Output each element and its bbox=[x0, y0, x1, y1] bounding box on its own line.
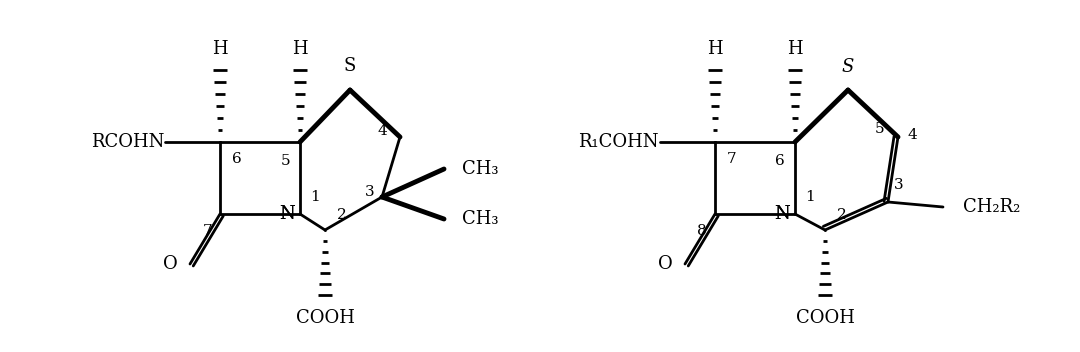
Text: CH₂R₂: CH₂R₂ bbox=[963, 198, 1021, 216]
Text: O: O bbox=[163, 255, 178, 273]
Text: COOH: COOH bbox=[796, 309, 854, 327]
Text: N: N bbox=[774, 205, 789, 223]
Text: 2: 2 bbox=[837, 208, 847, 222]
Text: S: S bbox=[343, 57, 356, 75]
Text: 5: 5 bbox=[875, 121, 885, 136]
Text: H: H bbox=[212, 40, 228, 58]
Text: RCOHN: RCOHN bbox=[91, 133, 164, 151]
Text: COOH: COOH bbox=[296, 309, 354, 327]
Text: 1: 1 bbox=[310, 190, 320, 204]
Text: 8: 8 bbox=[698, 224, 707, 238]
Text: 4: 4 bbox=[377, 124, 387, 138]
Text: N: N bbox=[774, 205, 789, 223]
Text: 6: 6 bbox=[775, 154, 785, 168]
Text: 7: 7 bbox=[727, 152, 737, 166]
Text: 6: 6 bbox=[232, 152, 242, 166]
Text: N: N bbox=[280, 205, 295, 223]
Text: R₁COHN: R₁COHN bbox=[579, 133, 659, 151]
Text: 5: 5 bbox=[281, 154, 291, 168]
Text: H: H bbox=[293, 40, 308, 58]
Text: 4: 4 bbox=[908, 128, 918, 142]
Text: 2: 2 bbox=[337, 208, 347, 222]
Text: H: H bbox=[787, 40, 802, 58]
Text: CH₃: CH₃ bbox=[462, 210, 499, 228]
Text: N: N bbox=[280, 205, 295, 223]
Text: 1: 1 bbox=[805, 190, 814, 204]
Text: O: O bbox=[658, 255, 673, 273]
Text: 7: 7 bbox=[202, 224, 212, 238]
Text: S: S bbox=[841, 58, 854, 76]
Text: 3: 3 bbox=[364, 185, 374, 199]
Text: 3: 3 bbox=[894, 178, 904, 192]
Text: H: H bbox=[707, 40, 723, 58]
Text: CH₃: CH₃ bbox=[462, 160, 499, 178]
